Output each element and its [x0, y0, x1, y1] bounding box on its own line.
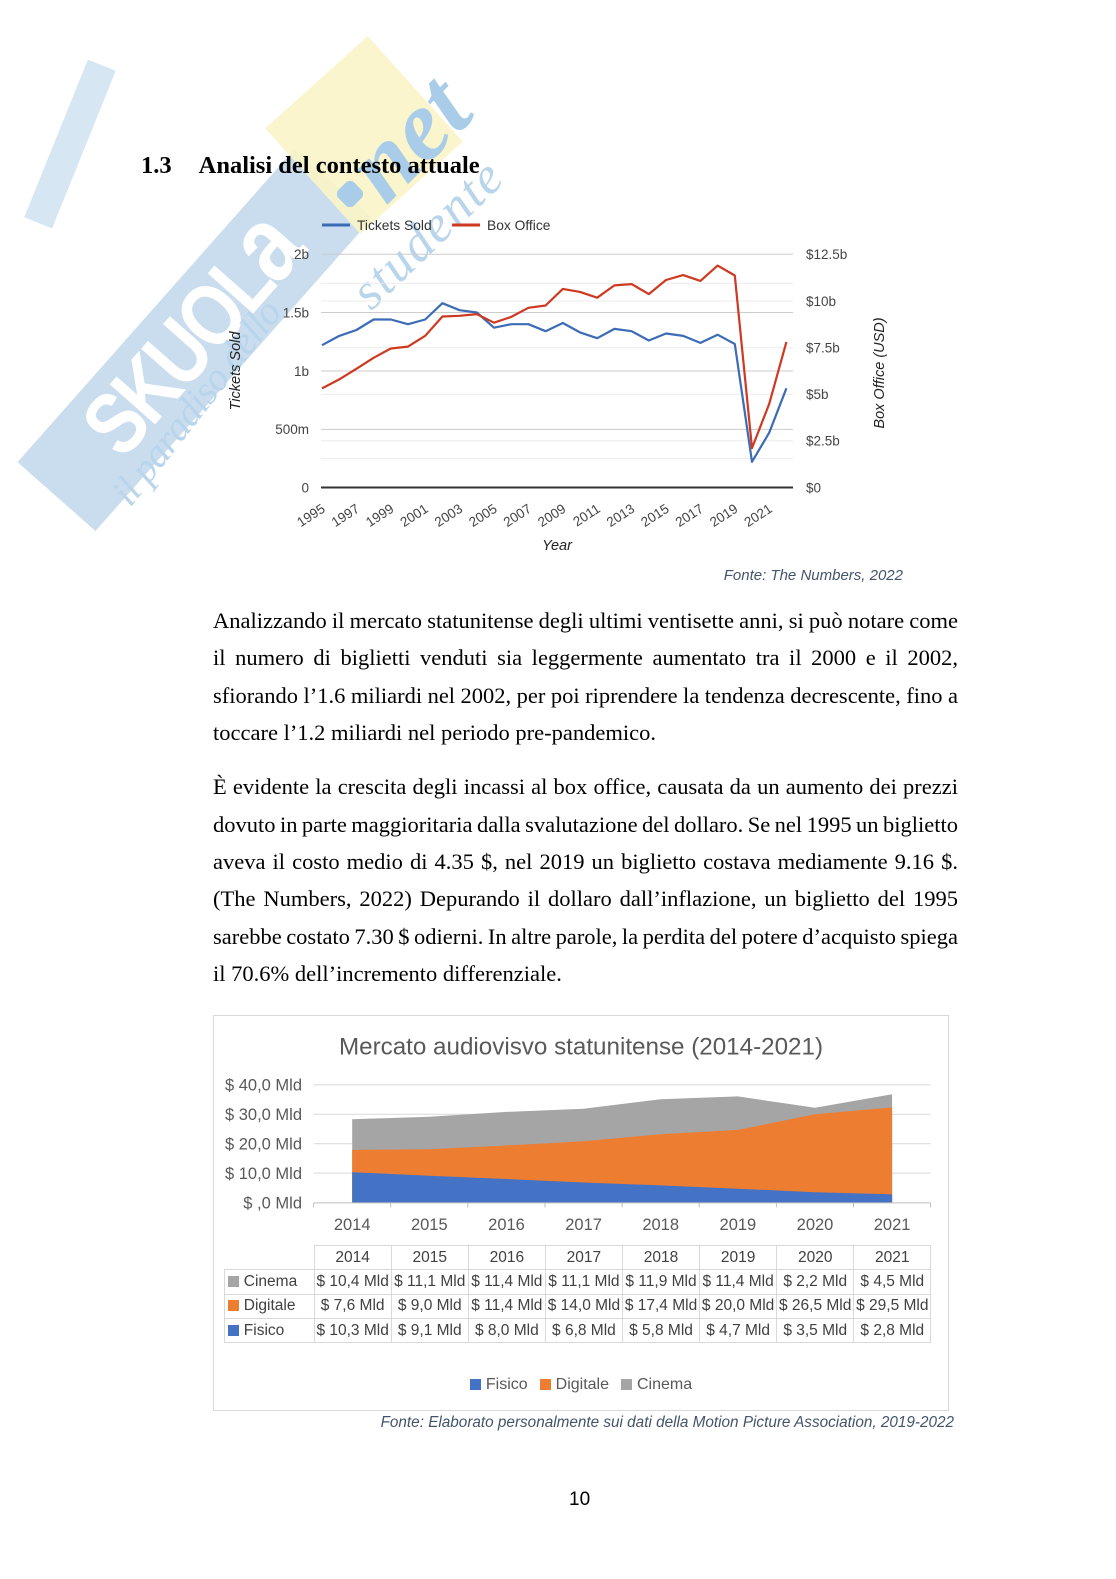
- svg-text:$12.5b: $12.5b: [806, 247, 847, 262]
- svg-text:Tickets Sold: Tickets Sold: [228, 331, 244, 411]
- svg-text:500m: 500m: [275, 422, 309, 437]
- svg-text:0: 0: [301, 480, 309, 495]
- svg-text:$ 30,0 Mld: $ 30,0 Mld: [225, 1106, 302, 1124]
- svg-text:Tickets Sold: Tickets Sold: [357, 218, 432, 233]
- svg-text:$10b: $10b: [806, 294, 836, 309]
- svg-text:$2.5b: $2.5b: [806, 434, 840, 449]
- svg-text:2013: 2013: [604, 501, 637, 530]
- svg-text:2015: 2015: [638, 501, 671, 530]
- svg-text:2009: 2009: [535, 501, 568, 530]
- svg-text:Box Office: Box Office: [487, 218, 551, 233]
- svg-text:1999: 1999: [363, 501, 396, 530]
- svg-text:$5b: $5b: [806, 387, 829, 402]
- svg-text:2017: 2017: [565, 1216, 602, 1234]
- svg-text:1997: 1997: [329, 501, 362, 530]
- svg-text:2018: 2018: [642, 1216, 679, 1234]
- svg-text:$7.5b: $7.5b: [806, 341, 840, 356]
- svg-text:$ 10,0 Mld: $ 10,0 Mld: [225, 1165, 302, 1183]
- svg-text:Year: Year: [542, 538, 573, 554]
- svg-text:2011: 2011: [570, 501, 603, 529]
- svg-text:2015: 2015: [411, 1216, 448, 1234]
- svg-text:2b: 2b: [294, 247, 309, 262]
- svg-text:Mercato audiovisvo statunitens: Mercato audiovisvo statunitense (2014-20…: [339, 1033, 823, 1060]
- svg-text:2019: 2019: [707, 501, 740, 530]
- svg-text:2005: 2005: [466, 501, 499, 530]
- svg-text:2014: 2014: [334, 1216, 371, 1234]
- svg-text:2020: 2020: [797, 1216, 834, 1234]
- svg-text:2021: 2021: [741, 501, 774, 530]
- svg-text:1.5b: 1.5b: [283, 305, 309, 320]
- svg-text:$ 20,0 Mld: $ 20,0 Mld: [225, 1136, 302, 1154]
- svg-text:2001: 2001: [397, 501, 430, 530]
- svg-text:$ 40,0 Mld: $ 40,0 Mld: [225, 1077, 302, 1095]
- svg-text:$ ,0 Mld: $ ,0 Mld: [243, 1194, 302, 1212]
- svg-text:1b: 1b: [294, 364, 309, 379]
- svg-text:2021: 2021: [874, 1216, 911, 1234]
- svg-text:2019: 2019: [720, 1216, 757, 1234]
- svg-text:2007: 2007: [501, 501, 534, 530]
- svg-text:1995: 1995: [294, 501, 327, 530]
- svg-text:$0: $0: [806, 480, 821, 495]
- svg-text:2003: 2003: [432, 501, 465, 530]
- svg-text:2016: 2016: [488, 1216, 525, 1234]
- svg-text:Box Office (USD): Box Office (USD): [872, 317, 888, 428]
- svg-text:2017: 2017: [673, 501, 706, 530]
